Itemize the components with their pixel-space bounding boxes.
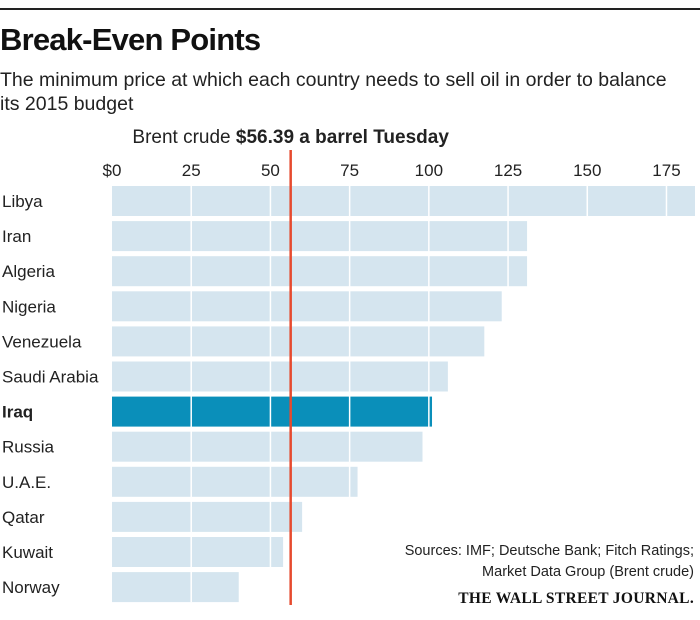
reference-label-prefix: Brent crude: [132, 127, 236, 148]
category-label-u-a-e: U.A.E.: [2, 473, 51, 492]
chart-title: Break-Even Points: [0, 22, 261, 57]
bar-algeria: [112, 256, 528, 287]
bar-norway: [112, 572, 239, 603]
x-tick-label-150: 150: [573, 161, 601, 180]
category-label-kuwait: Kuwait: [2, 543, 53, 562]
bar-qatar: [112, 501, 303, 532]
bar-nigeria: [112, 291, 502, 322]
sources-line-1: Sources: IMF; Deutsche Bank; Fitch Ratin…: [404, 543, 694, 559]
top-rule: [0, 8, 700, 10]
sources-line-2: Market Data Group (Brent crude): [482, 564, 694, 580]
x-tick-label-25: 25: [182, 161, 201, 180]
bar-iraq: [112, 396, 433, 427]
category-label-russia: Russia: [2, 438, 55, 457]
x-tick-label-125: 125: [494, 161, 522, 180]
category-label-iran: Iran: [2, 227, 31, 246]
reference-line-label: Brent crude $56.39 a barrel Tuesday: [132, 127, 449, 148]
bar-kuwait: [112, 537, 284, 567]
x-tick-label-175: 175: [652, 161, 680, 180]
category-label-saudi-arabia: Saudi Arabia: [2, 368, 99, 387]
reference-label-value: $56.39 a barrel Tuesday: [236, 127, 449, 148]
x-tick-label-75: 75: [340, 161, 359, 180]
bar-libya: [112, 186, 695, 216]
category-label-venezuela: Venezuela: [2, 332, 82, 351]
publisher-logo: THE WALL STREET JOURNAL.: [458, 590, 694, 607]
bar-saudi-arabia: [112, 361, 448, 392]
category-label-algeria: Algeria: [2, 262, 55, 281]
bar-u-a-e: [112, 466, 358, 497]
bar-venezuela: [112, 326, 485, 357]
category-label-iraq: Iraq: [2, 403, 33, 422]
category-label-qatar: Qatar: [2, 508, 45, 527]
x-tick-label-50: 50: [261, 161, 280, 180]
sources-footnote: Sources: IMF; Deutsche Bank; Fitch Ratin…: [405, 541, 694, 583]
category-label-libya: Libya: [2, 192, 43, 211]
category-label-nigeria: Nigeria: [2, 297, 56, 316]
chart-subtitle: The minimum price at which each country …: [0, 69, 667, 115]
category-label-norway: Norway: [2, 578, 60, 597]
x-tick-label-0: $0: [103, 161, 122, 180]
x-tick-label-100: 100: [415, 161, 443, 180]
bar-iran: [112, 221, 528, 252]
bar-russia: [112, 431, 423, 462]
